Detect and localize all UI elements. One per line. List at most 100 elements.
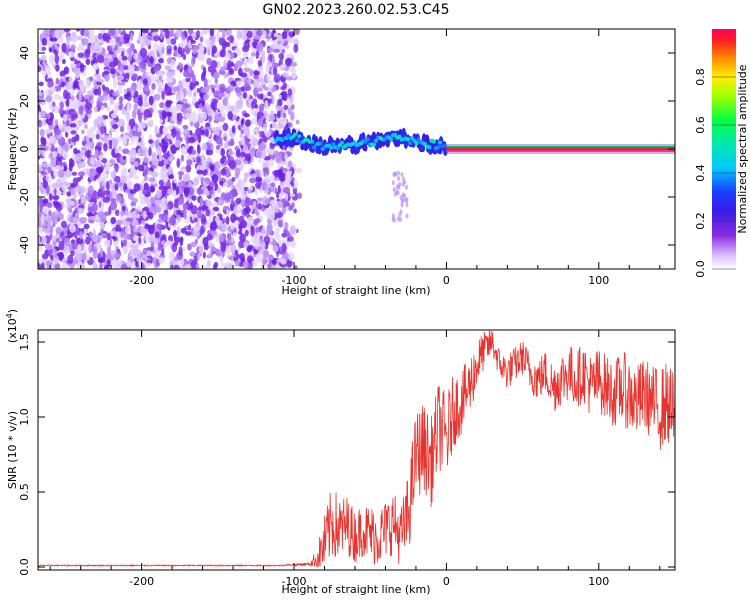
- noise-cell: [234, 159, 242, 166]
- noise-cell: [234, 86, 242, 93]
- noise-cell: [55, 64, 60, 72]
- noise-cell: [171, 128, 177, 138]
- noise-cell: [164, 85, 172, 96]
- noise-cell: [117, 29, 122, 35]
- noise-cell: [111, 230, 116, 237]
- noise-cell: [221, 218, 227, 224]
- noise-cell: [281, 207, 286, 215]
- noise-cell: [187, 107, 193, 113]
- noise-cell: [83, 228, 87, 237]
- noise-cell: [239, 233, 246, 243]
- noise-cell: [277, 168, 284, 179]
- noise-cell: [269, 207, 276, 216]
- noise-cell: [70, 130, 77, 135]
- noise-cell: [151, 83, 156, 90]
- noise-cell: [104, 237, 111, 248]
- noise-cell: [276, 191, 280, 199]
- noise-cell: [136, 213, 140, 219]
- noise-cell: [235, 148, 241, 158]
- noise-cell: [235, 80, 243, 86]
- noise-cell: [228, 84, 234, 93]
- noise-cell: [55, 226, 63, 235]
- noise-cell: [171, 242, 178, 253]
- noise-cell: [183, 70, 190, 78]
- noise-cell: [46, 185, 50, 195]
- noise-cell: [85, 79, 90, 90]
- noise-cell: [264, 198, 272, 205]
- noise-cell: [130, 66, 135, 75]
- noise-cell: [192, 45, 198, 55]
- noise-cell: [71, 32, 76, 37]
- noise-cell: [100, 233, 108, 238]
- noise-cell: [195, 230, 200, 238]
- noise-cell: [115, 258, 123, 269]
- noise-cell: [289, 192, 296, 197]
- noise-cell: [175, 185, 180, 196]
- noise-cell: [209, 165, 215, 172]
- noise-cell: [201, 54, 206, 61]
- noise-cell: [83, 94, 90, 99]
- y-tick-label: 0.0: [18, 558, 31, 576]
- noise-cell: [129, 32, 134, 42]
- noise-cell: [49, 86, 56, 93]
- noise-cell: [104, 266, 110, 269]
- noise-cell: [187, 29, 194, 35]
- tail-cell: [396, 175, 400, 181]
- noise-cell: [175, 91, 180, 102]
- noise-cell: [129, 189, 137, 194]
- noise-cell: [196, 87, 201, 93]
- noise-cell: [240, 119, 245, 126]
- noise-cell: [293, 264, 298, 269]
- noise-cell: [128, 118, 136, 127]
- noise-cell: [73, 99, 80, 109]
- noise-cell: [276, 110, 281, 119]
- noise-cell: [188, 224, 192, 231]
- tail-cell: [400, 202, 404, 208]
- noise-cell: [167, 201, 174, 210]
- noise-cell: [55, 238, 61, 243]
- noise-cell: [157, 218, 163, 223]
- tail-cell: [403, 179, 407, 185]
- noise-cell: [126, 101, 131, 112]
- noise-cell: [281, 232, 287, 238]
- noise-cell: [258, 138, 264, 143]
- noise-cell: [239, 133, 243, 139]
- noise-cell: [203, 93, 209, 101]
- signal-core-cell: [318, 141, 323, 146]
- noise-cell: [54, 54, 60, 65]
- noise-cell: [177, 46, 183, 55]
- noise-cell: [77, 119, 84, 124]
- noise-cell: [131, 219, 139, 227]
- noise-cell: [132, 127, 136, 132]
- noise-cell: [161, 144, 167, 154]
- noise-cell: [258, 157, 263, 164]
- noise-cell: [38, 263, 42, 269]
- noise-cell: [259, 103, 265, 112]
- noise-cell: [48, 54, 56, 62]
- noise-cell: [97, 211, 105, 219]
- noise-cell: [144, 262, 152, 268]
- x-tick-label: -100: [282, 274, 307, 287]
- noise-cell: [202, 236, 209, 247]
- noise-cell: [182, 107, 188, 116]
- noise-cell: [253, 35, 261, 40]
- noise-cell: [120, 210, 125, 217]
- noise-cell: [188, 145, 192, 156]
- tail-cell: [396, 216, 400, 222]
- noise-cell: [130, 90, 135, 97]
- noise-cell: [107, 134, 112, 141]
- noise-cell: [106, 106, 111, 112]
- x-tick-label: 0: [443, 274, 450, 287]
- noise-cell: [114, 182, 119, 191]
- signal-core-cell: [388, 137, 393, 142]
- noise-cell: [278, 44, 286, 50]
- noise-cell: [63, 29, 71, 33]
- noise-cell: [105, 165, 111, 172]
- noise-cell: [237, 30, 242, 40]
- tail-cell: [391, 216, 395, 222]
- noise-cell: [175, 103, 182, 110]
- noise-cell: [85, 236, 91, 245]
- noise-cell: [109, 67, 117, 75]
- noise-cell: [206, 200, 212, 207]
- noise-cell: [267, 91, 272, 97]
